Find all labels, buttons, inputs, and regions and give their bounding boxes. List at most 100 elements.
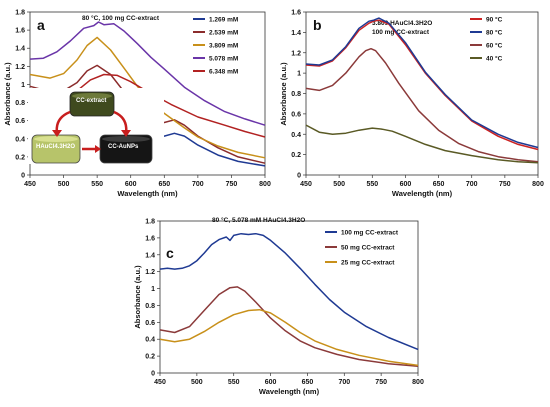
panel-c-xtick-label: 450 bbox=[154, 379, 166, 386]
panel-b-letter: b bbox=[313, 17, 322, 33]
panel-b-xtick-label: 750 bbox=[499, 181, 511, 188]
panel-c-legend-label-3: 25 mg CC-extract bbox=[341, 260, 395, 267]
panel-c-xtick-label: 600 bbox=[265, 379, 277, 386]
panel-b-xtick-label: 800 bbox=[532, 181, 544, 188]
panel-a-letter: a bbox=[37, 17, 45, 33]
panel-c-series-line-2 bbox=[159, 286, 419, 367]
panel-a-ytick-label: 1.8 bbox=[15, 10, 25, 17]
panel-b-condition-line2: 100 mg CC-extract bbox=[372, 29, 430, 36]
panel-c-ytick-label: 0.6 bbox=[145, 320, 155, 327]
panel-a-x-axis-label: Wavelength (nm) bbox=[117, 189, 178, 198]
panel-a-ytick-label: 1.6 bbox=[15, 28, 25, 35]
panel-a-xtick-label: 450 bbox=[24, 181, 36, 188]
panel-a-legend-label-1: 1.269 mM bbox=[209, 17, 238, 24]
panel-c-ytick-label: 1.8 bbox=[145, 219, 155, 226]
panel-b-ytick-label: 1.4 bbox=[291, 30, 301, 37]
inset-arrow-left-head bbox=[52, 130, 62, 137]
panel-c-xtick-label: 700 bbox=[338, 379, 350, 386]
panel-a-xtick-label: 600 bbox=[125, 181, 137, 188]
panel-a-series-line-3 bbox=[29, 36, 266, 159]
panel-b-legend-label-2: 80 °C bbox=[486, 29, 503, 37]
panel-b-legend-label-4: 40 °C bbox=[486, 55, 503, 63]
panel-c-series-line-3 bbox=[159, 308, 419, 367]
panel-c-xtick-label: 750 bbox=[375, 379, 387, 386]
inset-label-cc-extract: CC-extract bbox=[76, 98, 106, 104]
panel-b-xtick-label: 500 bbox=[333, 181, 345, 188]
panel-b-ytick-label: 0.2 bbox=[291, 152, 301, 159]
panel-a-xtick-label: 650 bbox=[158, 181, 170, 188]
panel-a-xtick-label: 550 bbox=[91, 181, 103, 188]
panel-c-ytick-label: 0 bbox=[151, 371, 155, 378]
panel-c-condition: 80 °C, 5.078 mM HAuCl4.3H2O bbox=[212, 216, 305, 224]
panel-c-ytick-label: 1.4 bbox=[145, 252, 155, 259]
inset-label-cc-aunps: CC-AuNPs bbox=[108, 144, 139, 150]
panel-a: a 80 °C, 100 mg CC-extract 450 500 550 600 6… bbox=[3, 10, 271, 199]
inset-vial-cc-extract-top bbox=[72, 93, 112, 99]
panel-c-legend-label-1: 100 mg CC-extract bbox=[341, 230, 399, 237]
panel-b-ytick-label: 0.8 bbox=[291, 91, 301, 98]
panel-b-ytick-label: 1 bbox=[297, 71, 301, 78]
inset-vial-cc-aunps-top bbox=[102, 136, 150, 142]
panel-b-condition-line1: 3.809 HAuCl4.3H2O bbox=[372, 20, 432, 27]
panel-b-x-axis-label: Wavelength (nm) bbox=[392, 189, 453, 198]
panel-c-ytick-label: 0.8 bbox=[145, 303, 155, 310]
panel-a-series-line-4 bbox=[29, 21, 266, 126]
panel-c-ytick-label: 1 bbox=[151, 286, 155, 293]
panel-c-xtick-label: 800 bbox=[412, 379, 424, 386]
panel-c-xtick-label: 500 bbox=[191, 379, 203, 386]
panel-b-series-line-2 bbox=[305, 17, 539, 149]
inset-vial-haucl4-top bbox=[34, 136, 78, 142]
panel-a-legend-label-5: 6.348 mM bbox=[209, 69, 238, 76]
panel-b-series-line-4 bbox=[305, 124, 539, 164]
panel-a-ytick-label: 0.4 bbox=[15, 136, 25, 143]
panel-a-ytick-label: 0 bbox=[21, 173, 25, 180]
panel-a-xtick-label: 500 bbox=[58, 181, 70, 188]
panel-b-xtick-label: 700 bbox=[466, 181, 478, 188]
panel-a-ytick-label: 0.2 bbox=[15, 154, 25, 161]
panel-c-xtick-label: 650 bbox=[302, 379, 314, 386]
panel-b-xtick-label: 450 bbox=[300, 181, 312, 188]
panel-b-ytick-label: 0.6 bbox=[291, 111, 301, 118]
panel-b-xtick-label: 550 bbox=[366, 181, 378, 188]
panel-a-inset: CC-extract HAuCl4.3H2O CC-AuNPs bbox=[28, 88, 164, 164]
panel-b-ytick-label: 0.4 bbox=[291, 132, 301, 139]
panel-c-y-axis-label: Absorbance (a.u.) bbox=[133, 265, 142, 329]
panel-c-x-axis-label: Wavelength (nm) bbox=[259, 387, 320, 396]
panel-c-ytick-label: 0.4 bbox=[145, 337, 155, 344]
panel-c-letter: c bbox=[166, 245, 174, 261]
panel-c-ytick-label: 1.2 bbox=[145, 269, 155, 276]
panel-b-ytick-label: 1.6 bbox=[291, 10, 301, 17]
panel-a-legend-label-2: 2.539 mM bbox=[209, 30, 238, 37]
panel-b-ytick-label: 1.2 bbox=[291, 50, 301, 57]
panel-c-plot-frame bbox=[159, 220, 419, 374]
panel-a-ytick-label: 1.4 bbox=[15, 46, 25, 53]
panel-b-xtick-label: 650 bbox=[433, 181, 445, 188]
panel-b-series-line-3 bbox=[305, 47, 539, 163]
panel-a-y-axis-label: Absorbance (a.u.) bbox=[3, 62, 12, 126]
panel-a-ytick-label: 0.8 bbox=[15, 100, 25, 107]
panel-c-ytick-label: 1.6 bbox=[145, 235, 155, 242]
panel-a-ytick-label: 0.6 bbox=[15, 118, 25, 125]
panel-b-legend-label-1: 90 °C bbox=[486, 16, 503, 24]
panel-a-ytick-label: 1.2 bbox=[15, 64, 25, 71]
panel-b-y-axis-label: Absorbance (a.u.) bbox=[279, 62, 288, 126]
panel-b: b 3.809 HAuCl4.3H2O 100 mg CC-extract 45… bbox=[279, 10, 544, 199]
inset-arrow-right-head bbox=[121, 130, 131, 137]
panel-a-xtick-label: 700 bbox=[192, 181, 204, 188]
panel-c-ytick-label: 0.2 bbox=[145, 354, 155, 361]
panel-a-condition: 80 °C, 100 mg CC-extract bbox=[82, 14, 160, 22]
panel-c-xtick-label: 550 bbox=[228, 379, 240, 386]
inset-label-haucl4: HAuCl4.3H2O bbox=[36, 144, 75, 150]
panel-b-legend-label-3: 60 °C bbox=[486, 42, 503, 50]
panel-c-series-line-1 bbox=[159, 232, 419, 351]
panel-c-legend-label-2: 50 mg CC-extract bbox=[341, 245, 395, 252]
panel-a-legend-label-4: 5.078 mM bbox=[209, 56, 238, 63]
panel-c: c 80 °C, 5.078 mM HAuCl4.3H2O 450 500 550 6… bbox=[133, 216, 424, 396]
panel-b-ytick-label: 0 bbox=[297, 173, 301, 180]
panel-b-plot-frame bbox=[305, 11, 539, 176]
inset-arrow-middle-head bbox=[95, 145, 101, 153]
panel-a-ytick-label: 1 bbox=[21, 82, 25, 89]
panel-a-xtick-label: 750 bbox=[226, 181, 238, 188]
panel-a-legend-label-3: 3.809 mM bbox=[209, 43, 238, 50]
